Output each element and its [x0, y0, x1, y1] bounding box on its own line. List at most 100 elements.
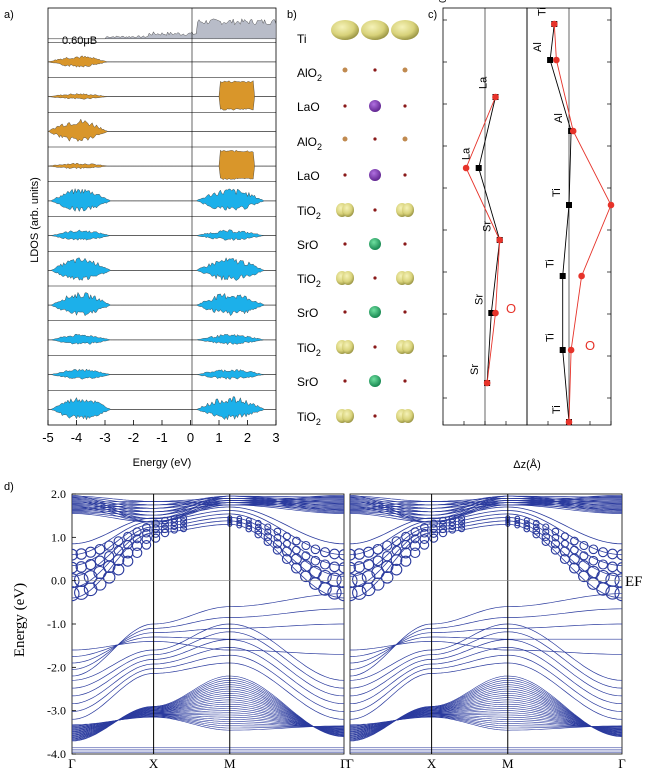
- dz-atom-label: La: [461, 147, 473, 160]
- band-weight-marker: [74, 585, 89, 600]
- band-ytick-label: 1.0: [51, 530, 66, 544]
- band-line: [72, 623, 344, 664]
- band-weight-marker: [542, 523, 550, 531]
- oxygen-atom: [343, 310, 347, 314]
- dz-atom-label: Al: [532, 42, 544, 52]
- band-line: [72, 495, 344, 506]
- band-weight-marker: [523, 520, 530, 527]
- band-weight-marker: [363, 559, 375, 571]
- band-weight-marker: [588, 555, 599, 566]
- dz-right-point-red: [565, 418, 573, 426]
- band-weight-marker: [72, 561, 78, 574]
- band-line: [350, 654, 622, 712]
- layer-label: TiO2: [297, 341, 321, 358]
- band-weight-marker: [438, 524, 448, 534]
- ldos-fill: [47, 80, 276, 111]
- band-weight-marker: [400, 555, 412, 567]
- band-weight-marker: [180, 521, 188, 529]
- ldos-fill: [48, 368, 276, 380]
- dz-right-point-red: [578, 272, 585, 280]
- oxygen-atom: [373, 208, 377, 212]
- ldos-xtick-label: -1: [156, 430, 168, 445]
- band-weight-marker: [570, 545, 579, 555]
- ldos-xtick-label: -2: [128, 430, 140, 445]
- band-weight-marker: [382, 551, 393, 562]
- band-line: [350, 504, 622, 523]
- ldos-xtick-label: 1: [215, 430, 222, 445]
- band-weight-marker: [264, 523, 272, 531]
- band-line: [350, 498, 622, 513]
- ldos-xtick-label: -5: [42, 430, 54, 445]
- band-weight-marker: [448, 515, 457, 523]
- band-weight-marker: [301, 551, 311, 561]
- band-line: [72, 523, 344, 599]
- band-weight-marker: [160, 524, 170, 534]
- band-weight-marker: [336, 586, 344, 602]
- band-line: [350, 500, 622, 516]
- band-line: [72, 593, 344, 677]
- al-atom: [342, 67, 348, 73]
- band-weight-marker: [372, 543, 384, 555]
- dz-xtick-label: 0.2: [438, 0, 449, 3]
- dz-right-point-red: [551, 20, 558, 28]
- dz-left-point-red: [483, 379, 491, 387]
- band-line: [72, 504, 344, 523]
- dz-right-point-red: [567, 346, 575, 354]
- band-weight-marker: [410, 527, 420, 537]
- kpoint-label: Γ: [346, 756, 354, 771]
- band-weight-marker: [514, 517, 521, 524]
- ti-orbital-lobe: [402, 409, 414, 423]
- ti-orbital-lobe: [342, 340, 354, 354]
- ldos-panel: 0.60μB LDOS (arb. units) Energy (eV) -5 -…: [29, 7, 280, 469]
- band-weight-marker: [371, 565, 385, 580]
- kpoint-label: X: [149, 756, 159, 771]
- band-panel: Γ X M ΓΓ X M Γ2.01.00.0-1.0-2.0-3.0-4.0 Energy…: [12, 487, 643, 771]
- ldos-xtick-label: 2: [244, 430, 251, 445]
- dz-atom-label: Sr: [469, 364, 481, 375]
- band-weight-marker: [420, 528, 429, 538]
- band-weight-marker: [151, 533, 161, 543]
- oxygen-atom: [373, 414, 377, 418]
- band-line: [350, 501, 622, 509]
- band-line: [72, 500, 344, 516]
- dz-left-point-black: [475, 165, 482, 171]
- band-weight-marker: [272, 539, 283, 549]
- dz-left-point-red: [492, 309, 499, 317]
- band-weight-marker: [290, 562, 302, 574]
- dz-right-line: [553, 23, 612, 423]
- band-line: [72, 654, 344, 712]
- band-line: [72, 504, 344, 510]
- band-line: [72, 495, 344, 506]
- band-weight-marker: [352, 585, 367, 600]
- band-ytick-label: -3.0: [47, 704, 66, 718]
- band-weight-marker: [616, 549, 622, 561]
- band-line: [72, 502, 344, 520]
- band-weight-marker: [282, 532, 291, 541]
- band-line: [72, 501, 344, 509]
- band-weight-marker: [83, 570, 98, 584]
- band-weight-marker: [532, 530, 541, 539]
- oxygen-atom: [403, 379, 407, 383]
- band-line: [350, 639, 622, 697]
- fermi-label: EF: [625, 574, 643, 590]
- band-weight-marker: [429, 519, 438, 528]
- al-atom: [402, 136, 408, 142]
- band-weight-marker: [605, 572, 620, 587]
- ldos-fill: [48, 18, 277, 39]
- sr-atom: [369, 375, 381, 387]
- band-weight-marker: [350, 586, 358, 602]
- band-weight-marker: [94, 555, 106, 567]
- ti-orbital-lobe: [391, 20, 419, 40]
- band-line: [72, 675, 344, 742]
- oxygen-atom: [343, 379, 347, 383]
- band-weight-marker: [352, 572, 367, 587]
- band-weight-marker: [550, 545, 561, 555]
- dz-atom-label: Ti: [551, 188, 563, 197]
- band-weight-marker: [448, 525, 457, 534]
- band-weight-marker: [596, 569, 610, 584]
- band-weight-marker: [514, 515, 521, 522]
- band-weight-marker: [180, 525, 188, 533]
- band-weight-marker: [607, 561, 618, 573]
- band-weight-marker: [410, 534, 420, 544]
- dz-atom-label: Ti: [545, 259, 557, 268]
